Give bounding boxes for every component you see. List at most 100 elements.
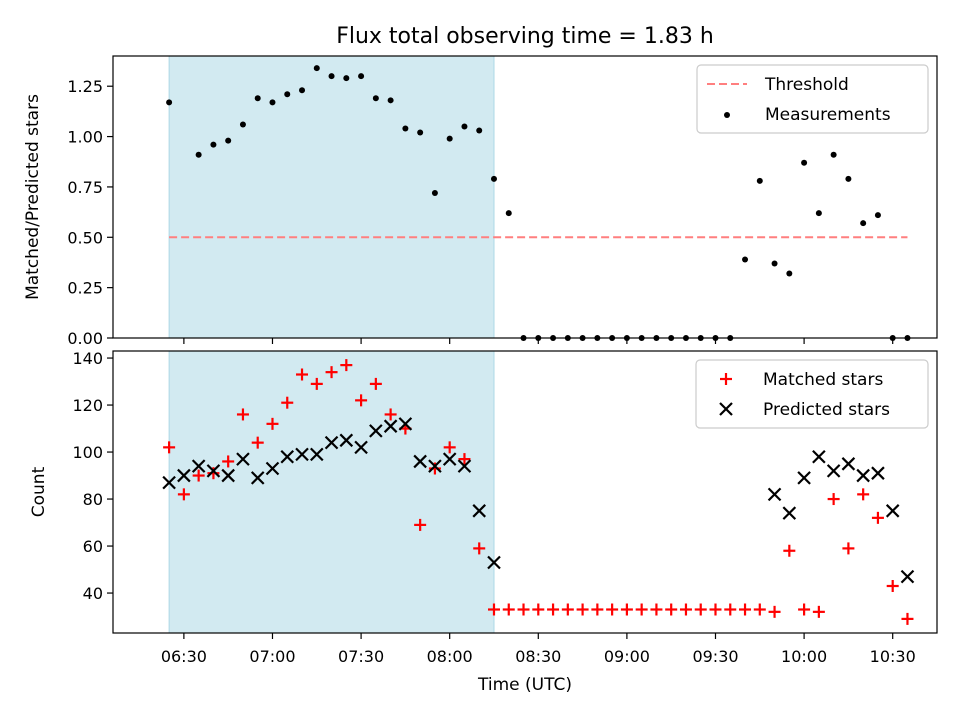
- predicted-star-point: [177, 468, 191, 483]
- cross-b: [767, 487, 782, 502]
- matched-star-point: [768, 605, 781, 618]
- measurement-point: [313, 65, 320, 72]
- matched-star-point: [340, 359, 353, 372]
- predicted-stars-points: [162, 417, 915, 584]
- matched-star-point: [458, 453, 471, 466]
- cross-b: [871, 466, 885, 480]
- matched-star-point: [207, 467, 220, 480]
- cross-b: [856, 468, 870, 483]
- x-tick-label: 09:00: [604, 647, 650, 666]
- predicted-star-point: [295, 447, 309, 462]
- y-tick-label: 80: [83, 490, 103, 509]
- cross-b: [487, 555, 501, 570]
- matched-star-point: [812, 605, 825, 618]
- legend-predicted-swatch-b: [719, 402, 733, 416]
- ratio-panel: 0.00 0.25 0.50 0.75 1.00 1.25 Matched/Predict…: [23, 55, 938, 348]
- predicted-star-point: [812, 449, 826, 464]
- matched-star-point: [739, 603, 752, 616]
- matched-star-point: [487, 603, 500, 616]
- matched-star-point: [310, 377, 323, 390]
- measurement-point: [195, 151, 202, 158]
- matched-star-point: [192, 469, 205, 482]
- x-tick-label: 08:30: [515, 647, 561, 666]
- time-x-axis: 06:30 07:00 07:30 08:00 08:30 09:00 09:30 10:00…: [161, 633, 916, 666]
- matched-star-point: [783, 544, 796, 557]
- measurement-point: [239, 121, 246, 128]
- cross-b: [221, 468, 235, 483]
- measurement-point: [417, 129, 424, 136]
- measurement-point: [299, 87, 306, 94]
- matched-star-point: [266, 417, 279, 430]
- matched-star-point: [886, 580, 899, 592]
- y-tick-label: 100: [72, 443, 103, 462]
- measurement-point: [328, 73, 335, 80]
- measurement-point: [284, 91, 291, 98]
- ratio-y-axis: 0.00 0.25 0.50 0.75 1.00 1.25: [67, 77, 113, 348]
- y-tick-label: 0.75: [67, 178, 103, 197]
- y-tick-label: 60: [83, 537, 103, 556]
- y-tick-label: 140: [72, 349, 103, 368]
- y-tick-label: 1.00: [67, 128, 103, 147]
- count-y-label: Count: [29, 466, 49, 517]
- matched-star-point: [650, 603, 663, 616]
- cross-b: [442, 452, 457, 466]
- ratio-frame: [112, 55, 938, 339]
- matched-star-point: [576, 603, 589, 616]
- cross-b: [206, 464, 221, 478]
- matched-star-point: [694, 603, 707, 616]
- measurement-point: [505, 210, 512, 217]
- cross-b: [369, 424, 383, 438]
- y-tick-label: 40: [83, 584, 103, 603]
- measurement-points: [166, 65, 911, 341]
- cross-b: [177, 468, 191, 483]
- legend-threshold-label: Threshold: [764, 75, 849, 95]
- cross-b: [265, 461, 280, 476]
- predicted-star-point: [221, 468, 235, 483]
- cross-b: [812, 449, 826, 464]
- predicted-star-point: [428, 459, 442, 473]
- predicted-star-point: [383, 419, 398, 433]
- cross-b: [428, 459, 442, 473]
- predicted-star-point: [797, 471, 811, 485]
- matched-star-point: [251, 436, 264, 449]
- ratio-x-ticks: [183, 338, 894, 344]
- matched-star-point: [679, 603, 692, 616]
- chart-title: Flux total observing time = 1.83 h: [336, 24, 714, 49]
- matched-star-point: [561, 603, 574, 616]
- count-frame: [112, 350, 938, 634]
- matched-star-point: [798, 603, 811, 616]
- measurement-point: [771, 260, 778, 267]
- predicted-star-point: [856, 468, 870, 483]
- predicted-star-point: [885, 504, 900, 518]
- x-tick-label: 07:00: [249, 647, 295, 666]
- predicted-star-point: [767, 487, 782, 502]
- cross-b: [191, 459, 206, 473]
- measurement-point: [786, 270, 793, 277]
- y-tick-label: 0.50: [67, 228, 103, 247]
- predicted-star-point: [472, 504, 487, 518]
- measurement-point: [402, 125, 409, 132]
- measurement-point: [210, 141, 217, 148]
- predicted-star-point: [871, 466, 885, 480]
- measurement-point: [269, 99, 276, 106]
- measurement-point: [490, 175, 497, 182]
- matched-star-point: [222, 455, 235, 468]
- matched-star-point: [724, 603, 737, 616]
- y-tick-label: 120: [72, 396, 103, 415]
- matched-star-point: [384, 408, 397, 421]
- x-tick-label: 08:00: [427, 647, 473, 666]
- matched-star-point: [547, 603, 560, 616]
- ratio-y-label: Matched/Predicted stars: [23, 94, 43, 300]
- predicted-star-point: [339, 433, 354, 448]
- measurement-point: [476, 127, 483, 134]
- predicted-star-point: [413, 454, 427, 469]
- measurement-point: [431, 189, 438, 196]
- cross-b: [236, 452, 250, 466]
- matched-star-point: [532, 603, 545, 616]
- legend-matched-label: Matched stars: [763, 370, 883, 390]
- ratio-legend: Threshold Measurements: [696, 64, 929, 134]
- legend-predicted-label: Predicted stars: [763, 400, 890, 420]
- cross-b: [900, 569, 915, 584]
- cross-b: [885, 504, 900, 518]
- matched-star-point: [443, 441, 456, 454]
